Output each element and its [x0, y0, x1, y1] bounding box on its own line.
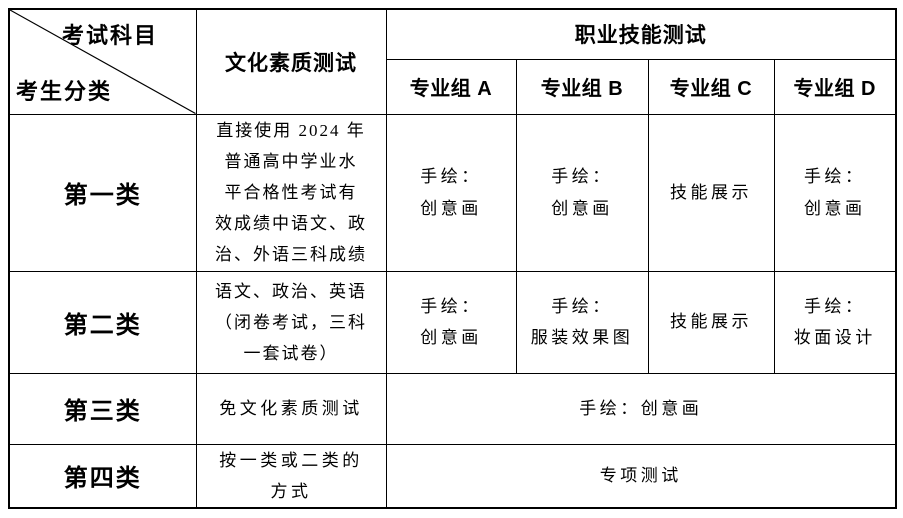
- category-4-label: 第四类: [8, 443, 197, 509]
- category-1-label: 第一类: [8, 113, 197, 272]
- category-1-culture-test-cell: 直接使用 2024 年 普通高中学业水 平合格性考试有 效成绩中语文、政 治、外…: [195, 113, 387, 272]
- category-2-label: 第二类: [8, 270, 197, 374]
- corner-header-cell: 考试科目 考生分类: [8, 8, 197, 115]
- category-1-group-b-cell: 手绘： 创意画: [515, 113, 649, 272]
- header-group-b: 专业组 B: [515, 58, 649, 115]
- category-4-skill-test-merged-cell: 专项测试: [385, 443, 897, 509]
- category-1-group-a-cell: 手绘： 创意画: [385, 113, 517, 272]
- category-4-culture-test-cell: 按一类或二类的 方式: [195, 443, 387, 509]
- table-row-category-2: 第二类 语文、政治、英语 （闭卷考试，三科 一套试卷） 手绘： 创意画 手绘： …: [8, 270, 897, 374]
- category-1-group-d-cell: 手绘： 创意画: [773, 113, 897, 272]
- category-3-label: 第三类: [8, 372, 197, 445]
- diagonal-divider-line: [10, 10, 195, 113]
- header-group-c: 专业组 C: [647, 58, 775, 115]
- category-2-group-a-cell: 手绘： 创意画: [385, 270, 517, 374]
- header-culture-quality-test: 文化素质测试: [195, 8, 387, 115]
- exam-table: 考试科目 考生分类 文化素质测试 职业技能测试 专业组 A 专业组 B 专业组 …: [8, 8, 897, 510]
- category-2-culture-test-cell: 语文、政治、英语 （闭卷考试，三科 一套试卷）: [195, 270, 387, 374]
- category-2-group-b-cell: 手绘： 服装效果图: [515, 270, 649, 374]
- category-3-skill-test-merged-cell: 手绘：创意画: [385, 372, 897, 445]
- category-2-group-d-cell: 手绘： 妆面设计: [773, 270, 897, 374]
- header-vocational-skill-test: 职业技能测试: [385, 8, 897, 60]
- category-3-culture-test-cell: 免文化素质测试: [195, 372, 387, 445]
- category-1-group-c-cell: 技能展示: [647, 113, 775, 272]
- table-row-category-1: 第一类 直接使用 2024 年 普通高中学业水 平合格性考试有 效成绩中语文、政…: [8, 113, 897, 272]
- category-2-group-c-cell: 技能展示: [647, 270, 775, 374]
- header-group-d: 专业组 D: [773, 58, 897, 115]
- table-row-category-4: 第四类 按一类或二类的 方式 专项测试: [8, 443, 897, 509]
- table-row-category-3: 第三类 免文化素质测试 手绘：创意画: [8, 372, 897, 445]
- corner-label-exam-subjects: 考试科目: [62, 23, 159, 48]
- header-group-a: 专业组 A: [385, 58, 517, 115]
- corner-label-candidate-category: 考生分类: [16, 78, 113, 104]
